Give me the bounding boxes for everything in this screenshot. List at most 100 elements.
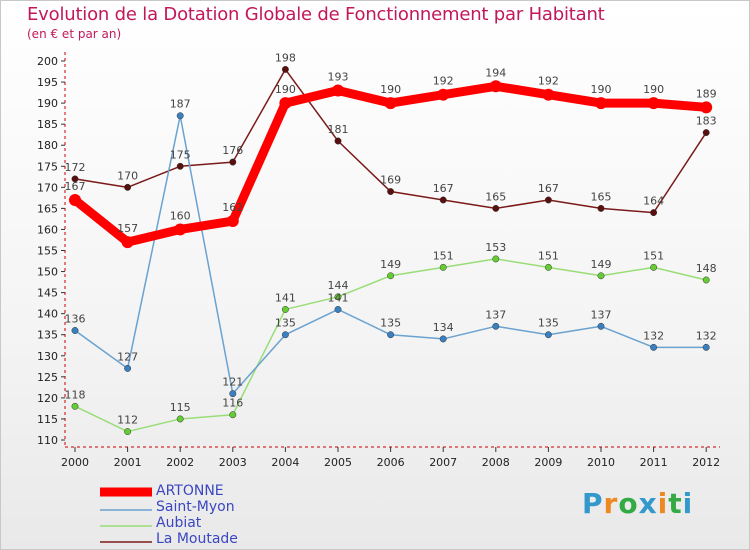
y-tick-label: 185 — [37, 118, 58, 131]
legend-swatch-artonne — [100, 487, 152, 497]
data-label-la-moutade: 167 — [538, 182, 559, 195]
series-layer — [69, 65, 713, 436]
data-point-saint-myon — [492, 322, 500, 330]
data-point-la-moutade — [124, 183, 132, 191]
data-point-aubiat — [544, 263, 552, 271]
data-point-saint-myon — [124, 364, 132, 372]
data-point-aubiat — [71, 402, 79, 410]
y-tick-label: 125 — [37, 371, 58, 384]
data-point-la-moutade — [281, 65, 289, 73]
data-point-la-moutade — [71, 175, 79, 183]
data-point-artonne — [489, 80, 502, 93]
data-point-artonne — [174, 223, 187, 236]
data-point-artonne — [69, 193, 81, 206]
data-label-la-moutade: 165 — [485, 190, 506, 203]
y-tick-label: 110 — [37, 434, 58, 447]
data-point-saint-myon — [702, 343, 710, 351]
legend-item-aubiat: Aubiat — [100, 515, 360, 532]
legend-swatch-saint-myon — [100, 509, 152, 511]
data-point-aubiat — [176, 415, 184, 423]
data-label-artonne: 190 — [643, 83, 664, 96]
data-label-la-moutade: 165 — [591, 190, 612, 203]
x-tick-label: 2000 — [61, 456, 89, 469]
logo-letter: i — [657, 487, 669, 520]
y-tick-label: 165 — [37, 202, 58, 215]
data-label-artonne: 193 — [328, 70, 349, 83]
data-point-aubiat — [229, 411, 237, 419]
data-label-aubiat: 149 — [591, 258, 612, 271]
data-point-aubiat — [387, 272, 395, 280]
data-label-artonne: 189 — [696, 87, 717, 100]
data-point-la-moutade — [597, 204, 605, 212]
data-label-aubiat: 149 — [380, 258, 401, 271]
y-tick-label: 150 — [37, 266, 58, 279]
axes: 1101151201251301351401451501551601651701… — [37, 52, 720, 469]
data-point-saint-myon — [71, 327, 79, 334]
y-tick-label: 135 — [37, 329, 58, 342]
data-label-saint-myon: 137 — [485, 308, 506, 321]
y-tick-label: 120 — [37, 392, 58, 405]
legend-item-artonne: ARTONNE — [100, 483, 360, 500]
data-label-artonne: 190 — [380, 83, 401, 96]
data-label-la-moutade: 167 — [433, 182, 454, 195]
data-point-la-moutade — [544, 196, 552, 204]
y-tick-label: 180 — [37, 139, 58, 152]
proxiti-logo: Proxiti — [582, 487, 693, 520]
data-label-saint-myon: 141 — [328, 291, 349, 304]
data-point-artonne — [437, 88, 450, 101]
x-tick-label: 2008 — [482, 456, 510, 469]
data-label-artonne: 192 — [433, 75, 454, 88]
data-point-saint-myon — [334, 306, 342, 313]
y-tick-label: 195 — [37, 76, 58, 89]
x-tick-label: 2010 — [587, 456, 615, 469]
data-label-la-moutade: 181 — [328, 123, 349, 136]
data-label-aubiat: 151 — [433, 249, 454, 262]
data-point-saint-myon — [439, 335, 447, 343]
data-label-aubiat: 153 — [485, 241, 506, 254]
legend-label-artonne: ARTONNE — [156, 483, 224, 499]
data-point-la-moutade — [439, 196, 447, 204]
data-label-la-moutade: 164 — [643, 195, 664, 208]
data-label-saint-myon: 132 — [696, 329, 717, 342]
data-point-artonne — [279, 97, 292, 110]
data-point-aubiat — [439, 263, 447, 271]
data-point-artonne — [384, 97, 397, 110]
data-point-saint-myon — [387, 331, 395, 339]
data-point-la-moutade — [492, 204, 500, 212]
data-point-aubiat — [124, 428, 132, 436]
legend-swatch-aubiat — [100, 525, 152, 527]
legend-label-saint-myon: Saint-Myon — [156, 499, 235, 515]
data-label-saint-myon: 136 — [65, 313, 86, 326]
data-label-artonne: 160 — [170, 209, 191, 222]
logo-letter: r — [603, 487, 619, 520]
data-label-aubiat: 148 — [696, 262, 717, 275]
y-tick-label: 130 — [37, 350, 58, 363]
data-label-saint-myon: 187 — [170, 98, 191, 111]
data-label-aubiat: 144 — [328, 279, 349, 292]
data-label-la-moutade: 170 — [117, 169, 138, 182]
y-tick-label: 145 — [37, 287, 58, 300]
data-point-saint-myon — [176, 112, 184, 120]
x-tick-label: 2003 — [219, 456, 247, 469]
data-label-la-moutade: 169 — [380, 174, 401, 187]
data-point-saint-myon — [544, 331, 552, 339]
legend-item-la-moutade: La Moutade — [100, 531, 360, 548]
data-label-artonne: 190 — [275, 83, 296, 96]
chart-title: Evolution de la Dotation Globale de Fonc… — [27, 4, 605, 25]
data-label-aubiat: 116 — [222, 397, 243, 410]
logo-letter: t — [668, 487, 683, 520]
data-label-saint-myon: 137 — [591, 308, 612, 321]
data-point-saint-myon — [650, 343, 658, 351]
data-label-aubiat: 151 — [538, 249, 559, 262]
y-tick-label: 190 — [37, 97, 58, 110]
chart-subtitle: (en € et par an) — [27, 27, 122, 41]
data-label-saint-myon: 135 — [538, 317, 559, 330]
y-tick-label: 170 — [37, 181, 58, 194]
data-label-artonne: 167 — [65, 180, 86, 193]
data-label-saint-myon: 135 — [380, 317, 401, 330]
y-tick-label: 160 — [37, 223, 58, 236]
data-point-aubiat — [281, 306, 289, 313]
data-point-saint-myon — [597, 322, 605, 330]
data-point-artonne — [121, 236, 134, 249]
